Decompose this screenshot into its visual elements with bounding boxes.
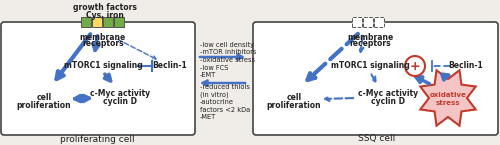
Text: -EMT: -EMT	[200, 72, 216, 78]
Text: oxidative: oxidative	[430, 92, 467, 98]
Text: SSQ cell: SSQ cell	[358, 135, 396, 144]
Text: -low cell density: -low cell density	[200, 42, 254, 48]
Text: -autocrine: -autocrine	[200, 99, 234, 105]
Text: membrane: membrane	[347, 32, 393, 41]
Text: mTORC1 signaling: mTORC1 signaling	[64, 61, 142, 70]
Text: +: +	[410, 59, 420, 72]
Text: -mTOR inhibitors: -mTOR inhibitors	[200, 49, 256, 56]
Text: proliferation: proliferation	[266, 100, 322, 109]
Text: Cys, iron: Cys, iron	[86, 10, 124, 19]
Text: -low FCS: -low FCS	[200, 65, 228, 70]
Text: c-Myc activity: c-Myc activity	[358, 89, 418, 98]
Bar	[374, 17, 384, 27]
Text: cyclin D: cyclin D	[103, 97, 137, 106]
Bar	[92, 17, 102, 27]
Text: proliferating cell: proliferating cell	[60, 135, 134, 144]
Text: -oxidative stress: -oxidative stress	[200, 57, 255, 63]
Text: growth factors: growth factors	[73, 3, 137, 12]
Bar	[103, 17, 113, 27]
Bar	[352, 17, 362, 27]
Text: stress: stress	[436, 100, 460, 106]
FancyBboxPatch shape	[253, 22, 498, 135]
Bar	[81, 17, 91, 27]
Polygon shape	[420, 70, 476, 126]
Text: factors <2 kDa: factors <2 kDa	[200, 106, 250, 113]
Text: receptors: receptors	[82, 39, 124, 48]
Text: Beclin-1: Beclin-1	[152, 61, 188, 70]
Text: Beclin-1: Beclin-1	[448, 61, 484, 70]
Text: membrane: membrane	[80, 32, 126, 41]
Text: cell: cell	[36, 94, 52, 103]
Text: cell: cell	[286, 94, 302, 103]
Text: receptors: receptors	[349, 39, 391, 48]
Text: (in vitro): (in vitro)	[200, 91, 228, 98]
Bar	[114, 17, 124, 27]
Text: -MET: -MET	[200, 114, 216, 120]
Circle shape	[405, 56, 425, 76]
Text: cyclin D: cyclin D	[371, 97, 405, 106]
Text: c-Myc activity: c-Myc activity	[90, 89, 150, 98]
Bar	[363, 17, 373, 27]
Text: mTORC1 signaling: mTORC1 signaling	[330, 61, 409, 70]
Text: -reduced thiols: -reduced thiols	[200, 84, 250, 90]
FancyBboxPatch shape	[1, 22, 195, 135]
Text: proliferation: proliferation	[16, 100, 72, 109]
